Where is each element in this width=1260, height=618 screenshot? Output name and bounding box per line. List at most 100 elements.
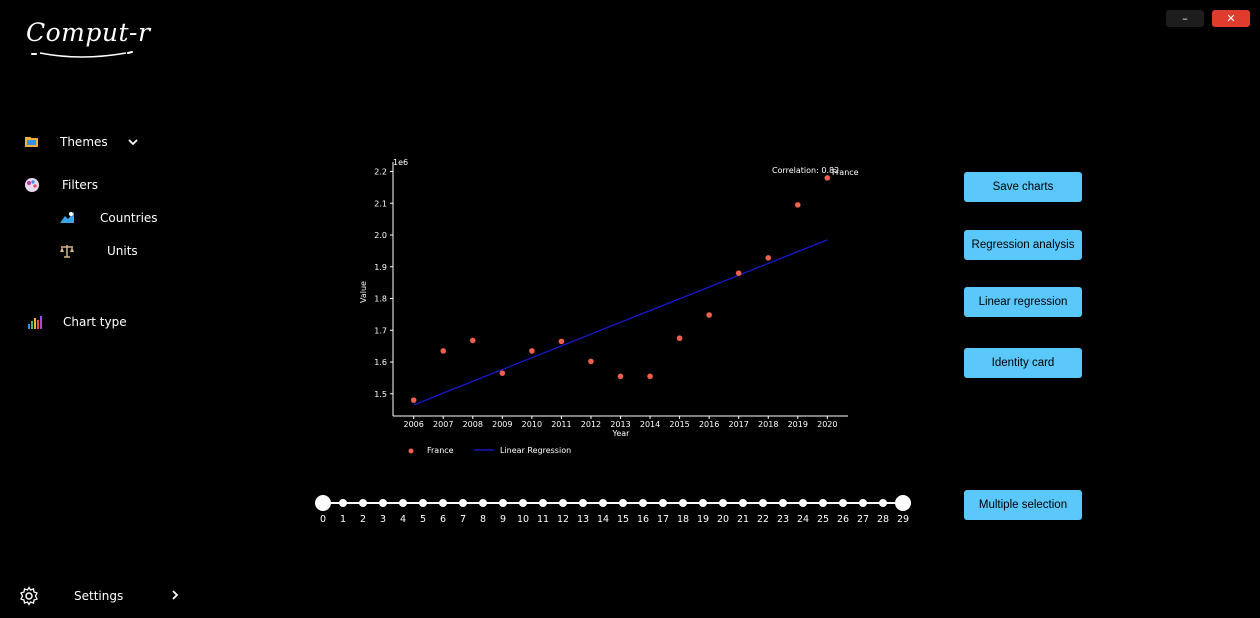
bar-chart-icon (27, 314, 43, 330)
slider-label: 0 (319, 514, 327, 525)
slider-label: 21 (736, 514, 750, 525)
slider-step-dot[interactable] (459, 499, 467, 507)
y-tick-label: 1.9 (374, 263, 387, 272)
chart: 2006 2007 2008 2009 2010 2011 2012 2013 2014 2015… (359, 158, 859, 455)
range-slider[interactable]: 0 1 2 3 4 5 6 7 8 9 10 11 12 13 14 15 16 17 18 19 20 21 22 23 24… (313, 492, 913, 532)
slider-step-dot[interactable] (879, 499, 887, 507)
slider-label: 2 (359, 514, 367, 525)
chevron-right-icon[interactable] (171, 589, 179, 603)
slider-label: 3 (379, 514, 387, 525)
data-point (647, 373, 653, 380)
slider-step-dot[interactable] (499, 499, 507, 507)
slider-step-dot[interactable] (379, 499, 387, 507)
slider-handle-start[interactable] (315, 495, 331, 511)
y-tick-label: 2.1 (374, 199, 387, 208)
x-tick-label: 2008 (463, 420, 483, 429)
slider-step-dot[interactable] (599, 499, 607, 507)
slider-label: 15 (616, 514, 630, 525)
sidebar-item-units[interactable]: Units (59, 243, 138, 259)
slider-label: 6 (439, 514, 447, 525)
x-tick-label: 2006 (404, 420, 424, 429)
sidebar-item-filters[interactable]: Filters (24, 177, 98, 193)
linear-regression-button[interactable]: Linear regression (964, 287, 1082, 317)
slider-step-dot[interactable] (699, 499, 707, 507)
slider-label: 1 (339, 514, 347, 525)
slider-step-dot[interactable] (419, 499, 427, 507)
sidebar-item-chart-type[interactable]: Chart type (27, 314, 127, 330)
slider-track[interactable] (323, 502, 903, 504)
slider-step-dot[interactable] (859, 499, 867, 507)
slider-step-dot[interactable] (579, 499, 587, 507)
x-tick-label: 2014 (640, 420, 660, 429)
slider-step-dot[interactable] (739, 499, 747, 507)
slider-step-dot[interactable] (639, 499, 647, 507)
slider-label: 10 (516, 514, 530, 525)
slider-step-dot[interactable] (479, 499, 487, 507)
y-axis-label: Value (359, 281, 368, 303)
data-point (499, 370, 506, 376)
slider-label: 22 (756, 514, 770, 525)
sidebar-item-label: Filters (62, 178, 98, 192)
sidebar-item-settings[interactable]: Settings (19, 586, 179, 606)
y-tick-label: 1.6 (374, 358, 387, 367)
regression-line-group (413, 239, 828, 406)
slider-label: 16 (636, 514, 650, 525)
slider-label: 27 (856, 514, 870, 525)
scale-label: 1e6 (393, 158, 408, 167)
slider-label: 20 (716, 514, 730, 525)
slider-label: 4 (399, 514, 407, 525)
slider-step-dot[interactable] (659, 499, 667, 507)
slider-step-dot[interactable] (359, 499, 367, 507)
slider-step-dot[interactable] (839, 499, 847, 507)
close-button[interactable]: ✕ (1212, 10, 1250, 27)
x-tick-label: 2009 (492, 420, 512, 429)
slider-label: 18 (676, 514, 690, 525)
data-point (824, 175, 831, 181)
regression-analysis-button[interactable]: Regression analysis (964, 230, 1082, 260)
slider-step-dot[interactable] (779, 499, 787, 507)
data-point (558, 338, 565, 345)
slider-step-dot[interactable] (339, 499, 347, 507)
slider-step-dot[interactable] (559, 499, 567, 507)
slider-step-dot[interactable] (439, 499, 447, 507)
slider-step-dot[interactable] (679, 499, 687, 507)
minimize-button[interactable]: – (1166, 10, 1204, 27)
x-tick-label: 2020 (817, 420, 837, 429)
slider-step-dot[interactable] (819, 499, 827, 507)
multiple-selection-button[interactable]: Multiple selection (964, 490, 1082, 520)
slider-label: 23 (776, 514, 790, 525)
data-point (529, 348, 535, 354)
slider-label: 25 (816, 514, 830, 525)
chevron-down-icon[interactable] (128, 135, 138, 149)
slider-step-dot[interactable] (399, 499, 407, 507)
data-point (588, 358, 594, 365)
slider-label: 26 (836, 514, 850, 525)
sidebar-item-countries[interactable]: Countries (59, 210, 158, 226)
slider-step-dot[interactable] (719, 499, 727, 507)
slider-label: 5 (419, 514, 427, 525)
slider-step-dot[interactable] (759, 499, 767, 507)
chart-ticks: 2006 2007 2008 2009 2010 2011 2012 2013 2014 2015… (374, 168, 837, 429)
slider-label: 14 (596, 514, 610, 525)
slider-step-dot[interactable] (519, 499, 527, 507)
data-point (410, 397, 417, 403)
scale-icon (59, 243, 75, 259)
slider-step-dot[interactable] (799, 499, 807, 507)
slider-label: 13 (576, 514, 590, 525)
slider-label: 12 (556, 514, 570, 525)
slider-handle-end[interactable] (895, 495, 911, 511)
y-tick-label: 1.7 (374, 326, 387, 335)
legend-marker-france (408, 448, 414, 454)
data-point (735, 270, 742, 276)
y-tick-label: 1.5 (374, 390, 387, 399)
slider-step-dot[interactable] (619, 499, 627, 507)
legend-label-regression: Linear Regression (500, 446, 571, 455)
x-tick-label: 2018 (758, 420, 778, 429)
data-point (794, 202, 801, 208)
regression-line (413, 239, 828, 406)
sidebar-item-themes[interactable]: Themes (24, 134, 138, 150)
sidebar-item-label: Themes (60, 135, 108, 149)
save-charts-button[interactable]: Save charts (964, 172, 1082, 202)
identity-card-button[interactable]: Identity card (964, 348, 1082, 378)
slider-step-dot[interactable] (539, 499, 547, 507)
